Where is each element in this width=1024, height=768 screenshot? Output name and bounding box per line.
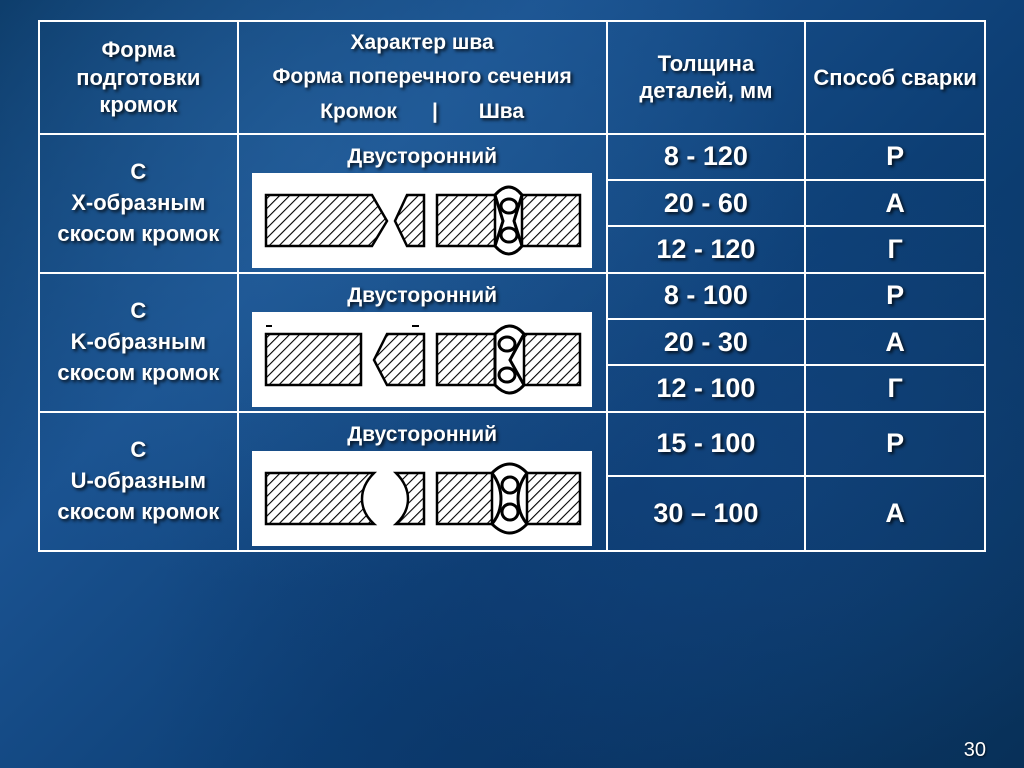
label-k-bevel-text: С K-образным скосом кромок bbox=[57, 298, 219, 385]
hdr-edge-seam: Кромок | Шва bbox=[238, 95, 607, 134]
thick-x-0: 8 - 120 bbox=[607, 134, 806, 180]
k-bevel-svg bbox=[252, 312, 592, 407]
diagram-x-bevel: Двусторонний bbox=[238, 134, 607, 273]
row-u-1: С U-образным скосом кромок Двусторонний bbox=[39, 412, 985, 476]
thick-k-0: 8 - 100 bbox=[607, 273, 806, 319]
type-u: Двусторонний bbox=[241, 417, 604, 451]
x-bevel-svg bbox=[252, 173, 592, 268]
thick-u-1: 30 – 100 bbox=[607, 476, 806, 551]
label-x-bevel: С X-образным скосом кромок bbox=[39, 134, 238, 273]
meth-x-1: А bbox=[805, 180, 985, 226]
hdr-method: Способ сварки bbox=[805, 21, 985, 134]
thick-k-1: 20 - 30 bbox=[607, 319, 806, 365]
type-x: Двусторонний bbox=[241, 139, 604, 173]
thick-x-1: 20 - 60 bbox=[607, 180, 806, 226]
meth-x-0: Р bbox=[805, 134, 985, 180]
thick-k-2: 12 - 100 bbox=[607, 365, 806, 411]
u-bevel-svg bbox=[252, 451, 592, 546]
hdr-thickness: Толщина деталей, мм bbox=[607, 21, 806, 134]
thick-x-2: 12 - 120 bbox=[607, 226, 806, 272]
hdr-sep: | bbox=[432, 100, 438, 123]
diagram-u-bevel: Двусторонний bbox=[238, 412, 607, 551]
hdr-edges-label: Кромок bbox=[320, 100, 397, 123]
label-k-bevel: С K-образным скосом кромок bbox=[39, 273, 238, 412]
diagram-k-bevel: Двусторонний bbox=[238, 273, 607, 412]
hdr-seam-label: Шва bbox=[479, 100, 524, 123]
label-u-bevel: С U-образным скосом кромок bbox=[39, 412, 238, 551]
meth-u-1: А bbox=[805, 476, 985, 551]
thick-u-0: 15 - 100 bbox=[607, 412, 806, 476]
weld-table: Форма подготовки кромок Характер шва Тол… bbox=[38, 20, 986, 552]
hdr-cross-section: Форма поперечного сечения bbox=[238, 60, 607, 94]
meth-k-1: А bbox=[805, 319, 985, 365]
hdr-seam-char: Характер шва bbox=[238, 21, 607, 60]
row-k-1: С K-образным скосом кромок Двусторонний bbox=[39, 273, 985, 319]
type-k: Двусторонний bbox=[241, 278, 604, 312]
label-x-bevel-text: С X-образным скосом кромок bbox=[57, 159, 219, 246]
meth-k-2: Г bbox=[805, 365, 985, 411]
meth-x-2: Г bbox=[805, 226, 985, 272]
slide-number: 30 bbox=[964, 739, 986, 762]
meth-k-0: Р bbox=[805, 273, 985, 319]
meth-u-0: Р bbox=[805, 412, 985, 476]
hdr-edge-prep: Форма подготовки кромок bbox=[39, 21, 238, 134]
row-x-1: С X-образным скосом кромок Двусторонний bbox=[39, 134, 985, 180]
header-row-1: Форма подготовки кромок Характер шва Тол… bbox=[39, 21, 985, 60]
label-u-bevel-text: С U-образным скосом кромок bbox=[57, 437, 219, 524]
